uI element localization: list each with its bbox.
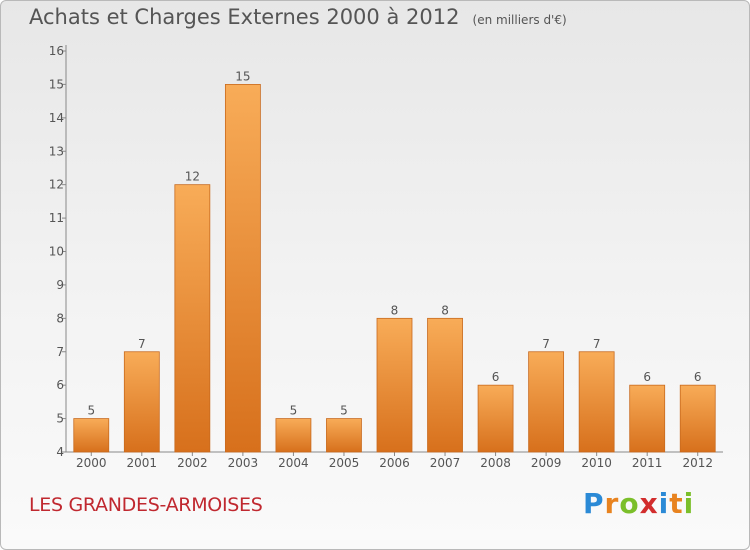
commune-name: LES GRANDES-ARMOISES [29,494,263,516]
y-tick-label: 6 [56,378,64,392]
bar-2009 [528,351,565,453]
logo-letter: i [658,487,670,520]
axes: 4 5 6 7 8 9 10 11 12 13 14 15 16 2000 2001 2002 2003 2004… [49,44,723,470]
proxiti-logo: Proxiti [583,487,694,520]
x-tick-label: 2009 [531,456,562,470]
x-tick-label: 2012 [682,456,713,470]
data-label: 8 [391,303,399,317]
bar-2012 [679,384,716,453]
data-label: 7 [593,337,601,351]
logo-letter: P [583,487,605,520]
bar-2008 [477,384,514,453]
y-tick-label: 7 [56,345,64,359]
bar-2005 [326,418,362,453]
x-tick-label: 2005 [329,456,360,470]
x-tick-label: 2000 [76,456,107,470]
x-tick-label: 2006 [379,456,410,470]
y-tick-label: 11 [49,211,64,225]
data-label: 8 [441,303,449,317]
data-label: 6 [643,370,651,384]
y-tick-label: 8 [56,311,64,325]
chart-subtitle: (en milliers d'€) [472,13,567,27]
logo-letter: i [683,487,695,520]
data-label: 15 [235,69,250,83]
y-tick-label: 16 [49,44,64,58]
x-tick-label: 2001 [127,456,158,470]
y-tick-label: 10 [49,245,64,259]
data-label: 6 [492,370,500,384]
y-tick-label: 9 [56,278,64,292]
data-label: 7 [138,337,146,351]
y-tick-label: 14 [49,111,64,125]
bars [73,84,716,453]
y-tick-label: 12 [49,178,64,192]
bar-2002 [174,184,211,453]
x-tick-label: 2008 [480,456,511,470]
y-tick-label: 13 [49,144,64,158]
data-label: 12 [185,170,200,184]
x-tick-label: 2011 [632,456,663,470]
data-label: 7 [542,337,550,351]
bar-2000 [73,418,110,453]
x-tick-label: 2004 [278,456,309,470]
bar-2011 [629,384,666,453]
logo-letter: x [639,487,659,520]
bar-2010 [578,351,615,453]
data-label: 6 [694,370,702,384]
y-tick-label: 15 [49,77,64,91]
bar-2004 [275,418,312,453]
x-tick-label: 2002 [177,456,208,470]
data-label: 5 [87,404,95,418]
bar-2001 [123,351,160,453]
bar-2003 [224,84,261,453]
logo-letter: o [619,487,640,520]
bar-2007 [427,317,463,453]
y-tick-label: 5 [56,412,64,426]
x-tick-label: 2003 [228,456,259,470]
x-tick-label: 2010 [581,456,612,470]
y-tick-label: 4 [56,445,64,459]
x-tick-label: 2007 [430,456,461,470]
data-label: 5 [290,404,298,418]
logo-letter: r [604,487,620,520]
chart-title-block: Achats et Charges Externes 2000 à 2012 (… [29,5,567,29]
data-labels: 5 7 12 15 5 5 8 8 6 7 7 6 6 [87,69,701,417]
data-label: 5 [340,404,348,418]
bar-2006 [376,317,413,453]
logo-letter: t [669,487,684,520]
chart-title: Achats et Charges Externes 2000 à 2012 [29,5,460,29]
